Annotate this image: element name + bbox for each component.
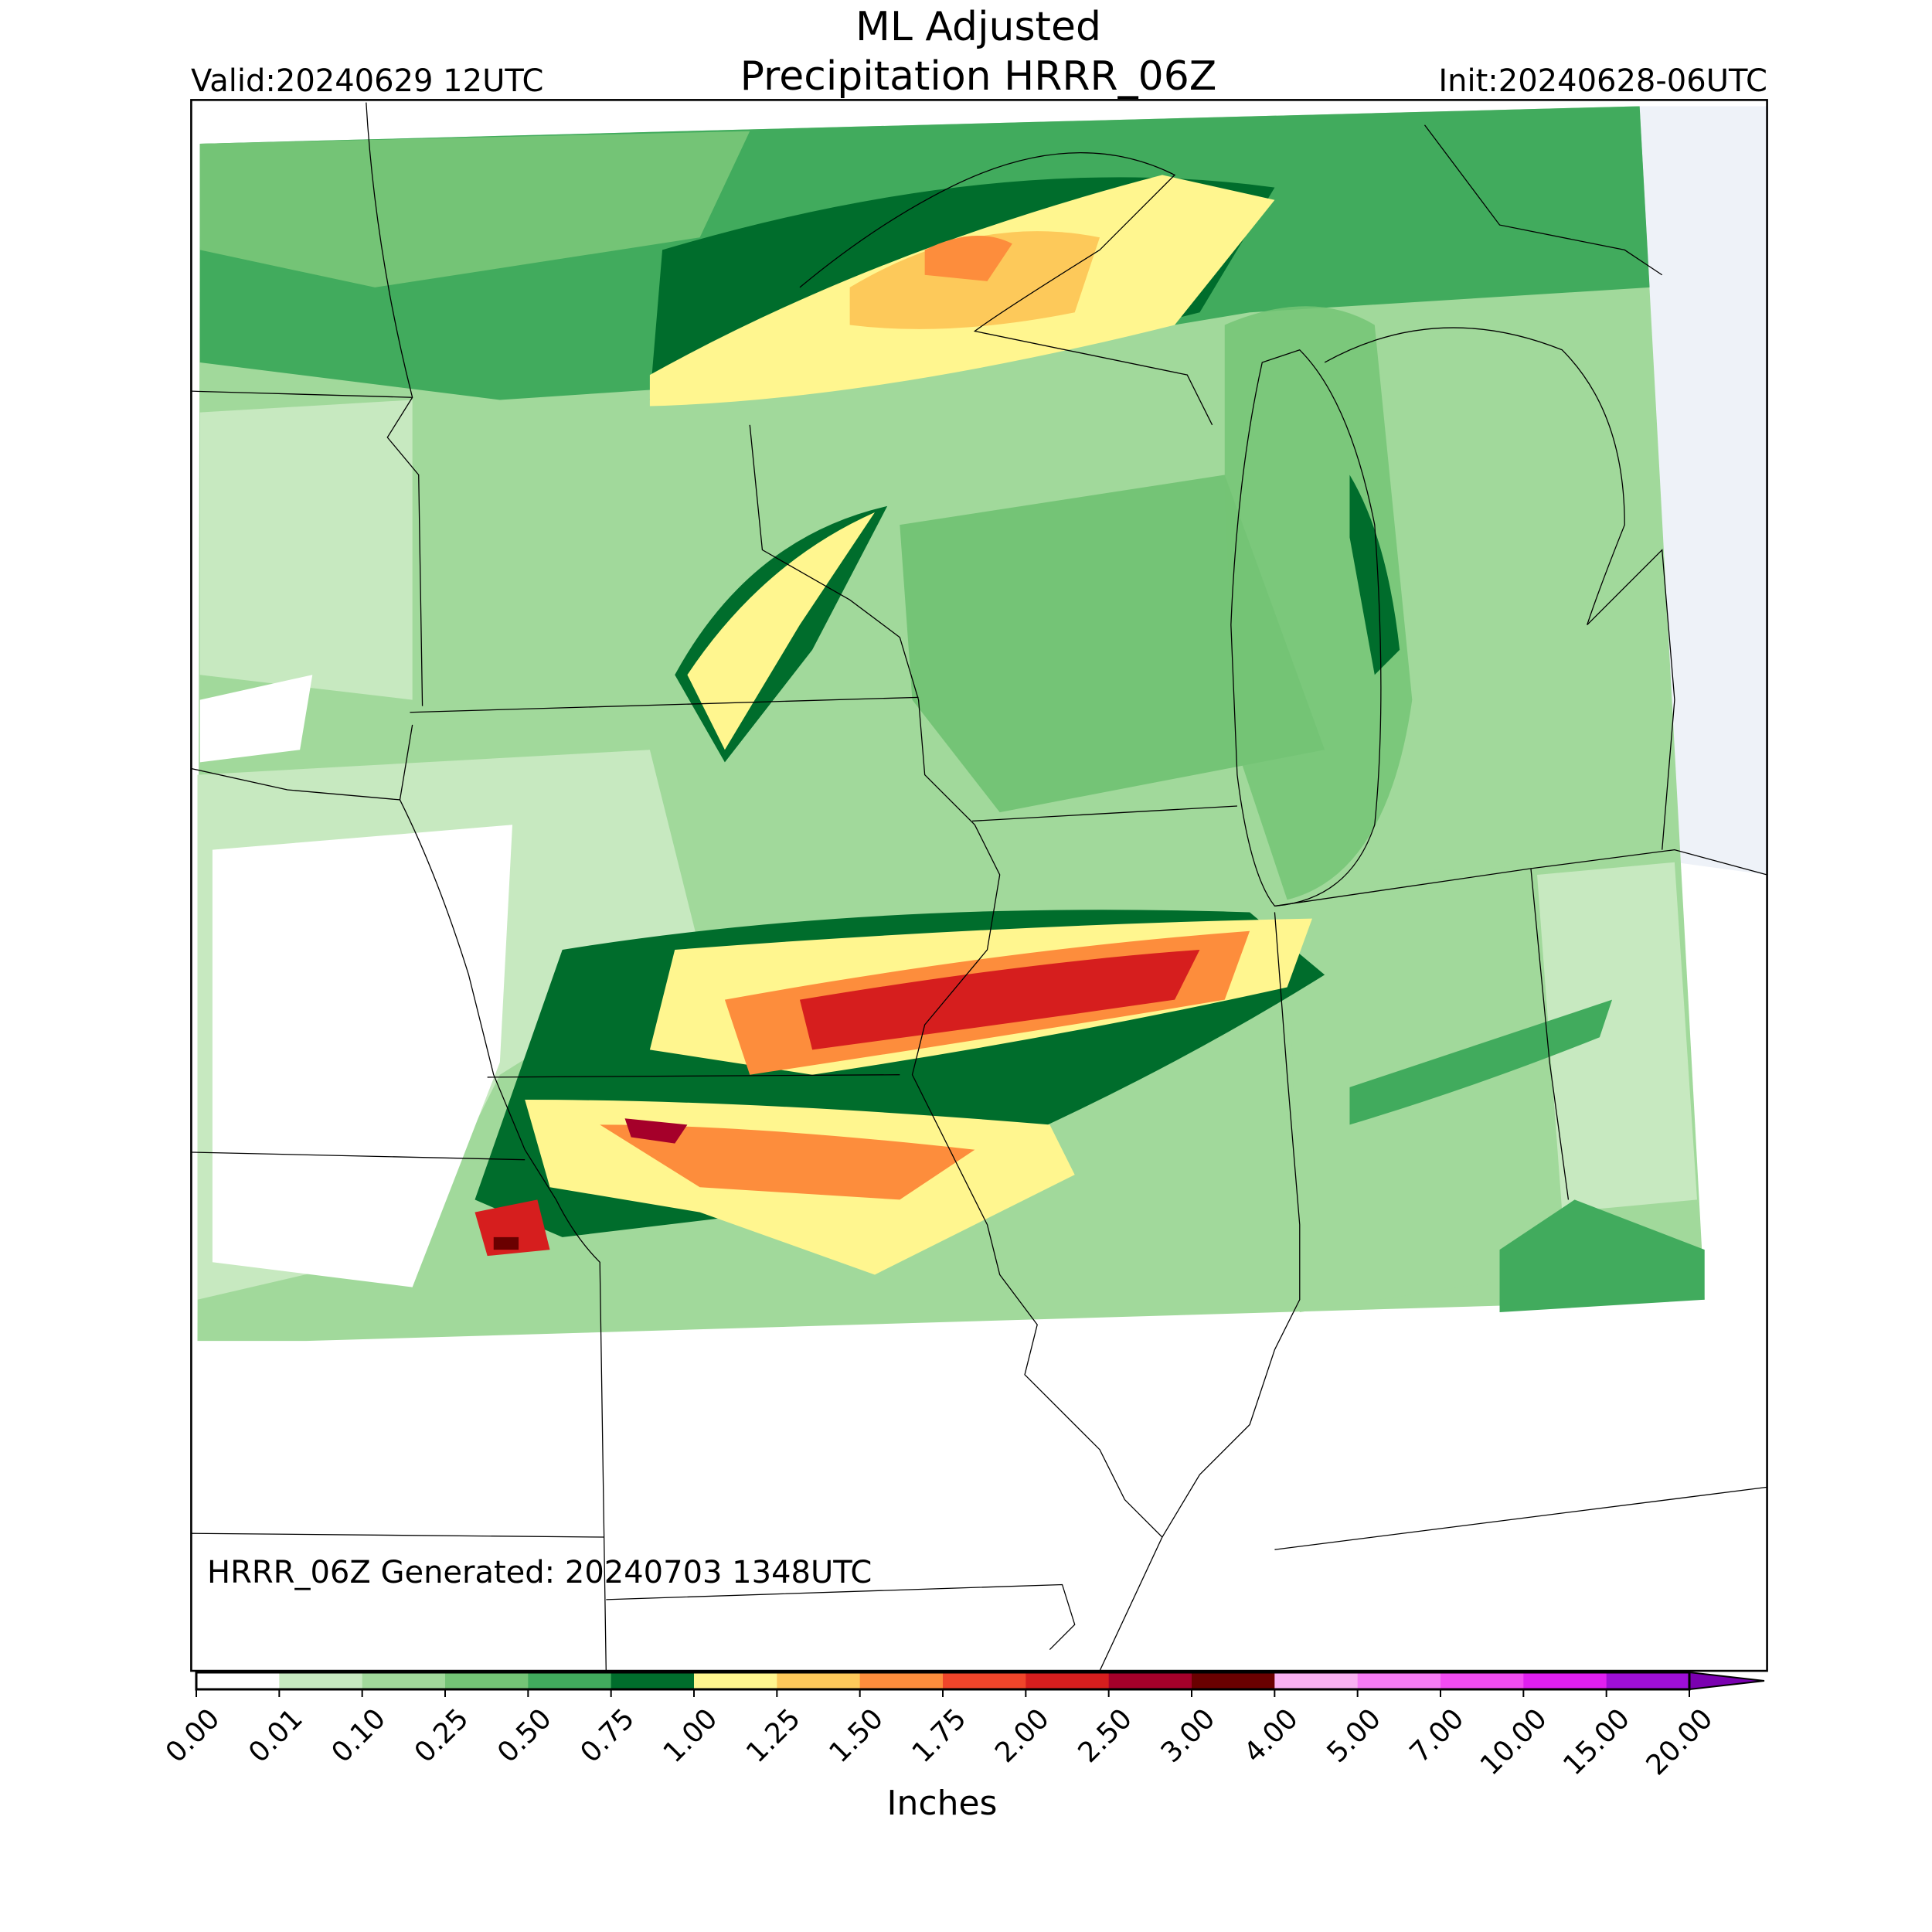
colorbar-bin bbox=[694, 1672, 777, 1689]
map-frame bbox=[190, 99, 1768, 1672]
colorbar-tick-label: 0.10 bbox=[325, 1702, 392, 1769]
colorbar-tick-label: 3.00 bbox=[1155, 1702, 1222, 1769]
colorbar-bin bbox=[445, 1672, 529, 1689]
colorbar-tick-label: 0.50 bbox=[492, 1702, 558, 1769]
colorbar-extend bbox=[1689, 1671, 1765, 1691]
boundaries bbox=[191, 102, 1767, 1672]
colorbar-tick-label: 2.00 bbox=[989, 1702, 1056, 1769]
colorbar-tick-label: 7.00 bbox=[1404, 1702, 1471, 1769]
colorbar-bin bbox=[943, 1672, 1026, 1689]
colorbar-tick-label: 2.50 bbox=[1072, 1702, 1138, 1769]
colorbar-bin bbox=[1108, 1672, 1192, 1689]
colorbar-tick-label: 10.00 bbox=[1475, 1702, 1553, 1781]
colorbar-label: Inches bbox=[887, 1784, 998, 1823]
generated-note: HRRR_06Z Generated: 20240703 1348UTC bbox=[207, 1555, 872, 1590]
init-time: Init:20240628-06UTC bbox=[1438, 63, 1767, 99]
colorbar-bin bbox=[196, 1672, 280, 1689]
colorbar-tick-label: 1.50 bbox=[823, 1702, 889, 1769]
colorbar-bin bbox=[859, 1672, 944, 1689]
colorbar-tick-label: 1.75 bbox=[906, 1702, 973, 1769]
colorbar-bin bbox=[777, 1672, 861, 1689]
colorbar-bin bbox=[1026, 1672, 1110, 1689]
colorbar-tick-label: 5.00 bbox=[1321, 1702, 1387, 1769]
valid-time: Valid:20240629 12UTC bbox=[191, 63, 543, 99]
ocean-area bbox=[1624, 106, 1767, 875]
colorbar-tick-label: 0.00 bbox=[160, 1702, 226, 1769]
colorbar-bin bbox=[1192, 1672, 1275, 1689]
colorbar: 0.00 0.01 0.10 0.25 0.50 0.75 1.00 1.25 1.50 1.75… bbox=[160, 1671, 1765, 1781]
title-line: ML Adjusted bbox=[855, 4, 1101, 50]
colorbar-bin bbox=[611, 1672, 695, 1689]
colorbar-tick-label: 0.01 bbox=[243, 1702, 309, 1769]
colorbar-tick-label: 1.25 bbox=[740, 1702, 807, 1769]
colorbar-bin bbox=[1606, 1672, 1690, 1689]
colorbar-tick-label: 0.75 bbox=[574, 1702, 641, 1769]
colorbar-tick-label: 4.00 bbox=[1238, 1702, 1304, 1769]
colorbar-tick-label: 1.00 bbox=[658, 1702, 724, 1769]
colorbar-tick-label: 0.25 bbox=[409, 1702, 475, 1769]
colorbar-bin bbox=[1440, 1672, 1524, 1689]
title-line: Precipitation HRRR_06Z bbox=[740, 53, 1217, 100]
colorbar-bin bbox=[1274, 1672, 1359, 1689]
colorbar-bin bbox=[279, 1672, 363, 1689]
precip-field bbox=[197, 106, 1705, 1312]
colorbar-tick-label: 15.00 bbox=[1557, 1702, 1636, 1781]
colorbar-bin bbox=[362, 1672, 446, 1689]
colorbar-bin bbox=[528, 1672, 612, 1689]
colorbar-bin bbox=[1357, 1672, 1441, 1689]
colorbar-tick-label: 20.00 bbox=[1641, 1702, 1719, 1781]
map bbox=[190, 99, 1768, 1672]
colorbar-bin bbox=[1523, 1672, 1607, 1689]
